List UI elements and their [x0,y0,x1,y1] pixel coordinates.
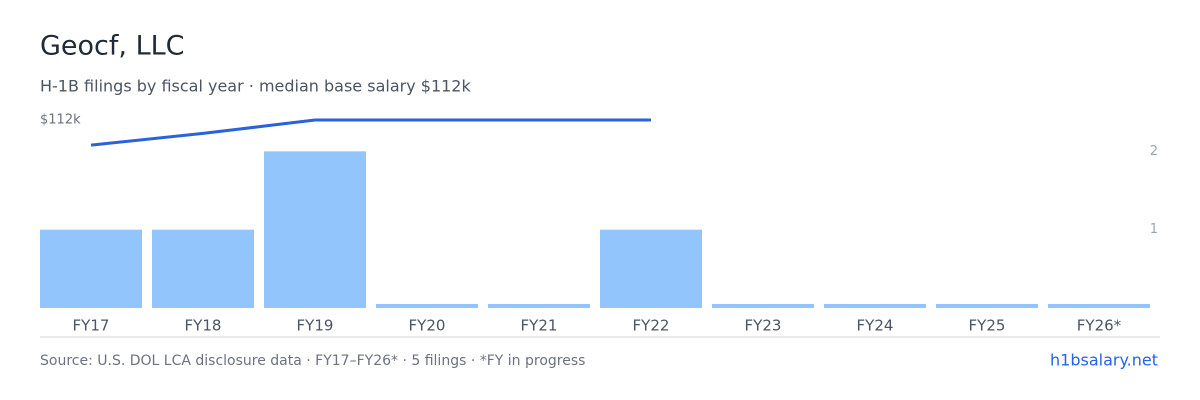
bar [936,304,1038,308]
x-tick-label: FY24 [857,317,894,335]
x-tick-label: FY19 [297,317,334,335]
x-tick-label: FY17 [73,317,110,335]
x-tick-label: FY23 [745,317,782,335]
bar [488,304,590,308]
bar [712,304,814,308]
x-tick-label: FY25 [969,317,1006,335]
x-tick-label: FY22 [633,317,670,335]
x-tick-label: FY20 [409,317,446,335]
bar [152,229,254,308]
bar [824,304,926,308]
y-tick-label: $112k [40,113,81,128]
x-tick-label: FY21 [521,317,558,335]
bar [264,151,366,308]
chart-subtitle: H-1B filings by fiscal year · median bas… [40,77,471,96]
y2-tick-label: 2 [1150,144,1158,159]
footer-source: Source: U.S. DOL LCA disclosure data · F… [40,353,585,369]
x-tick-label: FY26* [1077,317,1122,335]
bar [1048,304,1150,308]
x-tick-label: FY18 [185,317,222,335]
bar [40,229,142,308]
footer-link[interactable]: h1bsalary.net [1050,351,1158,370]
bar [376,304,478,308]
salary-line [90,118,651,147]
bar [600,229,702,308]
chart-title: Geocf, LLC [40,31,185,62]
y2-tick-label: 1 [1150,222,1158,237]
